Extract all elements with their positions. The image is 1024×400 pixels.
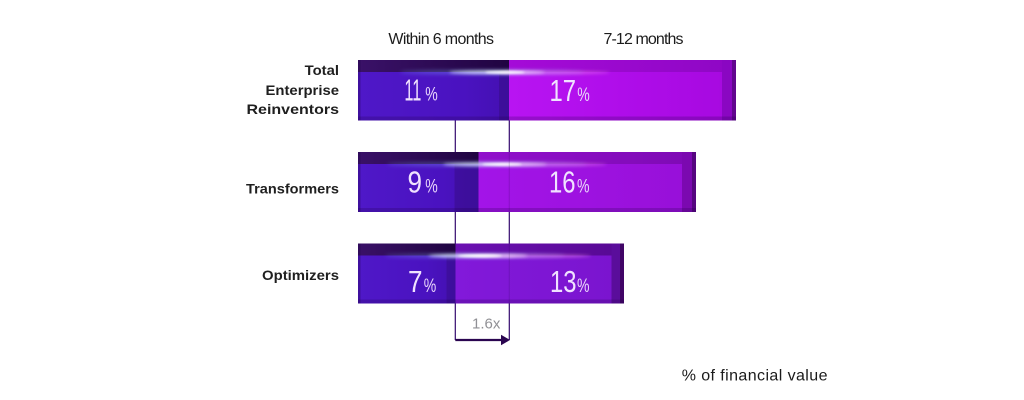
svg-text:11: 11 (404, 73, 421, 108)
svg-text:Optimizers: Optimizers (262, 267, 339, 283)
svg-text:% of financial value: % of financial value (682, 368, 828, 385)
svg-text:17: 17 (550, 73, 577, 108)
svg-text:9: 9 (408, 164, 423, 199)
svg-text:Enterprise: Enterprise (266, 82, 340, 98)
svg-text:%: % (425, 176, 438, 197)
svg-text:7-12 months: 7-12 months (604, 31, 684, 48)
svg-text:%: % (424, 276, 437, 297)
svg-text:13: 13 (550, 264, 577, 299)
svg-text:Within 6 months: Within 6 months (388, 31, 494, 48)
svg-text:%: % (577, 85, 590, 106)
svg-text:%: % (577, 176, 590, 197)
svg-text:%: % (425, 85, 438, 106)
svg-text:Transformers: Transformers (246, 180, 339, 196)
svg-text:7: 7 (408, 264, 423, 299)
svg-text:%: % (577, 276, 590, 297)
svg-text:1.6x: 1.6x (472, 316, 501, 333)
svg-text:16: 16 (549, 164, 576, 199)
svg-text:Total: Total (305, 62, 339, 78)
svg-text:Reinventors: Reinventors (247, 101, 340, 117)
